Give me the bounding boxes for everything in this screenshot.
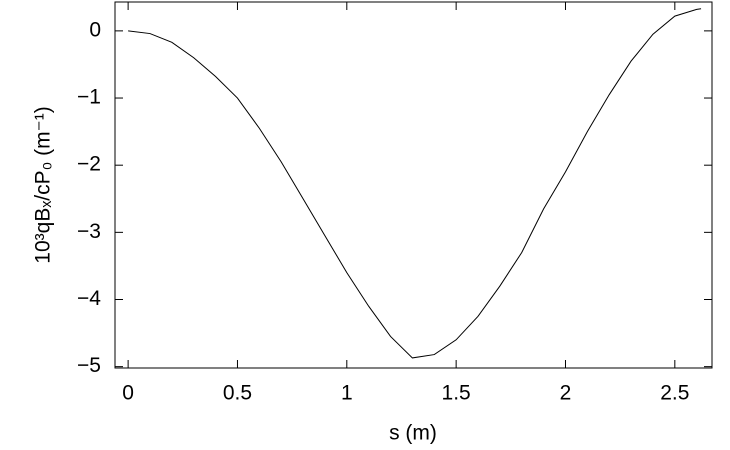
x-tick-label: 2.5 bbox=[660, 382, 689, 405]
y-tick-label: −4 bbox=[77, 287, 101, 310]
frame bbox=[114, 1, 713, 369]
x-axis-label: s (m) bbox=[389, 422, 437, 445]
y-tick-label: −2 bbox=[77, 153, 101, 176]
y-tick-label: −5 bbox=[77, 354, 101, 377]
y-tick-label: −1 bbox=[77, 86, 101, 109]
x-tick-label: 0 bbox=[122, 382, 134, 405]
x-tick-label: 1 bbox=[341, 382, 353, 405]
y-tick-label: 0 bbox=[89, 18, 101, 41]
y-axis-label: 10³qBₓ/cP₀ (m⁻¹) bbox=[32, 106, 55, 263]
x-tick-label: 2 bbox=[560, 382, 572, 405]
data-line bbox=[128, 8, 702, 359]
x-tick-label: 0.5 bbox=[223, 382, 252, 405]
x-tick-label: 1.5 bbox=[442, 382, 471, 405]
y-tick-label: −3 bbox=[77, 220, 101, 243]
